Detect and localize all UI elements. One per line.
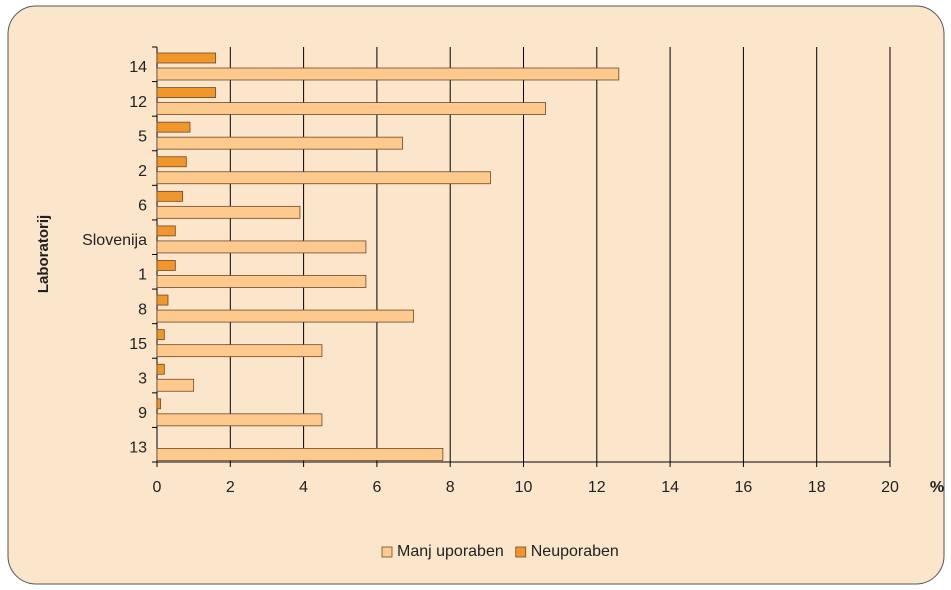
y-tick-label: 14 xyxy=(129,59,147,76)
x-tick-label: 2 xyxy=(226,479,235,496)
bar xyxy=(156,190,184,202)
y-tick-label: 12 xyxy=(129,94,147,111)
y-tick-label: 3 xyxy=(138,370,147,387)
bar xyxy=(156,52,217,64)
legend-label: Neuporaben xyxy=(531,543,619,560)
x-tick-label: 20 xyxy=(881,479,899,496)
bar xyxy=(156,413,323,427)
bar xyxy=(156,260,176,271)
x-axis-unit: % xyxy=(930,479,944,496)
bar xyxy=(156,121,191,133)
bar xyxy=(156,171,491,185)
x-tick-label: 16 xyxy=(735,479,753,496)
y-tick-label: 5 xyxy=(138,128,147,145)
bar xyxy=(156,275,367,288)
y-tick-label: 9 xyxy=(138,405,147,422)
bar xyxy=(156,240,367,254)
bar xyxy=(156,448,444,461)
legend-label: Manj uporaben xyxy=(397,543,504,560)
bar xyxy=(156,205,301,219)
x-tick-label: 18 xyxy=(808,479,826,496)
x-tick-label: 10 xyxy=(515,479,533,496)
bar xyxy=(156,136,403,150)
bar xyxy=(156,309,414,323)
x-tick-label: 6 xyxy=(372,479,381,496)
bar xyxy=(156,378,195,392)
bar xyxy=(156,102,546,115)
bar xyxy=(156,67,620,81)
bar xyxy=(156,225,176,237)
y-tick-label: 13 xyxy=(129,440,147,457)
legend-swatch xyxy=(515,546,527,558)
bar xyxy=(156,87,217,98)
bar xyxy=(156,344,323,358)
y-tick-label: 2 xyxy=(138,163,147,180)
bar xyxy=(156,363,165,375)
x-tick-label: 8 xyxy=(446,479,455,496)
x-tick-label: 4 xyxy=(299,479,308,496)
y-tick-label: 8 xyxy=(138,301,147,318)
y-axis-label: Laboratorij xyxy=(35,215,52,293)
bar xyxy=(156,398,162,410)
background xyxy=(7,5,945,585)
legend-swatch xyxy=(381,546,393,558)
bar xyxy=(156,156,187,168)
x-tick-label: 14 xyxy=(661,479,679,496)
x-tick-label: 0 xyxy=(153,479,162,496)
x-tick-label: 12 xyxy=(588,479,606,496)
bar xyxy=(156,329,165,341)
y-tick-label: 1 xyxy=(138,267,147,284)
y-tick-label: 6 xyxy=(138,198,147,215)
bar xyxy=(156,294,169,306)
y-tick-label: Slovenija xyxy=(82,232,147,249)
y-tick-label: 15 xyxy=(129,336,147,353)
